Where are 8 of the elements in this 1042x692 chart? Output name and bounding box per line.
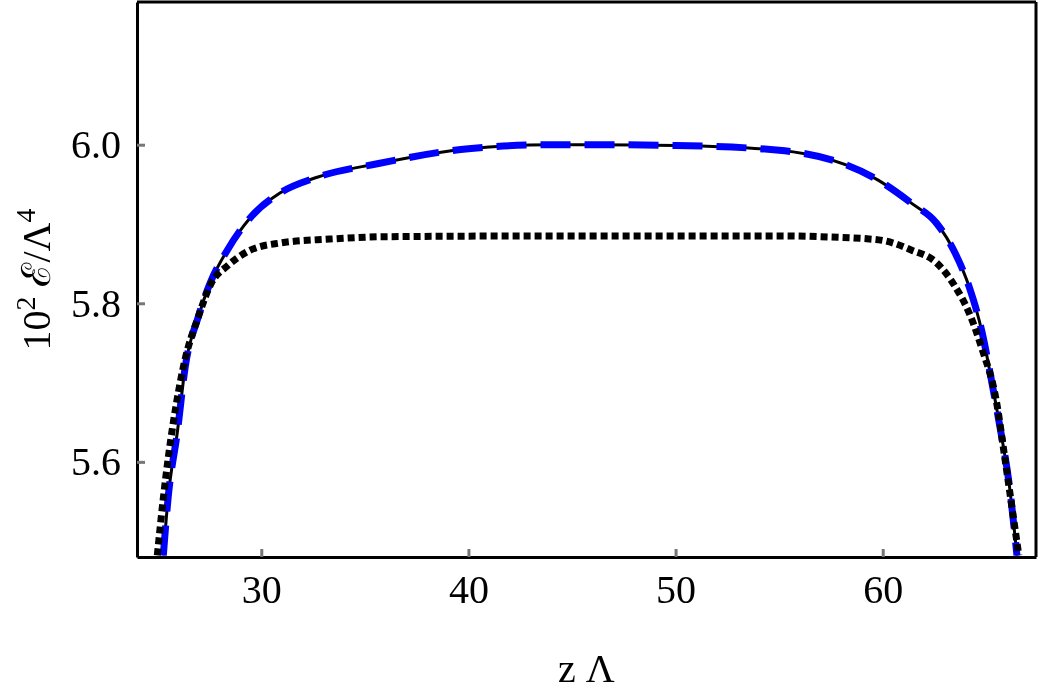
x-tick-label: 40 (448, 567, 489, 613)
x-tick-label: 30 (241, 567, 282, 613)
x-axis-title: z Λ (558, 646, 615, 691)
y-tick-label: 6.0 (71, 122, 121, 168)
x-tick-label: 50 (656, 567, 697, 613)
x-tick-label: 60 (863, 567, 904, 613)
y-tick-label: 5.6 (71, 439, 121, 485)
y-tick-label: 5.8 (71, 280, 121, 326)
